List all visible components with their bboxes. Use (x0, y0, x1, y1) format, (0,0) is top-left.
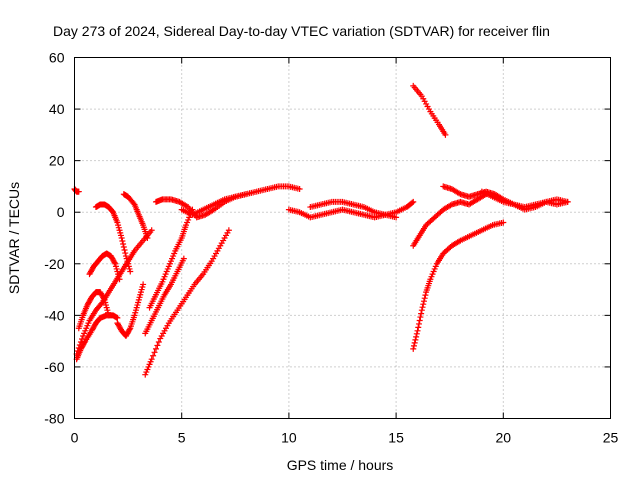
data-point (410, 342, 417, 349)
series-arc-p (410, 82, 449, 138)
data-point (114, 314, 121, 321)
data-point (120, 244, 127, 251)
data-point (225, 227, 232, 234)
series-arc-t (478, 188, 571, 213)
y-tick-label: 0 (57, 204, 65, 220)
data-point (126, 326, 133, 333)
y-tick-label: 40 (49, 101, 65, 117)
data-point (119, 238, 126, 245)
data-point (148, 356, 155, 363)
x-tick-label: 10 (281, 430, 297, 446)
y-tick-label: -40 (44, 307, 64, 323)
data-point (75, 188, 82, 195)
data-point (416, 317, 423, 324)
chart-title: Day 273 of 2024, Sidereal Day-to-day VTE… (53, 23, 550, 39)
series-arc-l (152, 191, 250, 221)
series-arc-i (142, 227, 232, 378)
y-axis-label: SDTVAR / TECUs (6, 182, 22, 294)
data-point (409, 199, 416, 206)
data-point (154, 342, 161, 349)
y-tick-label: 60 (49, 50, 65, 66)
data-point (155, 339, 162, 346)
y-tick-label: -80 (44, 411, 64, 427)
data-point (413, 333, 420, 340)
x-tick-label: 0 (71, 430, 79, 446)
data-point (415, 320, 422, 327)
data-marks (71, 82, 571, 378)
series-arc-e (73, 227, 155, 358)
plot-frame (74, 57, 611, 419)
series-arc-q (410, 191, 490, 249)
grid-layer (74, 57, 611, 419)
series-arc-m (178, 183, 303, 218)
series-arc-r (410, 219, 507, 352)
data-point (75, 345, 82, 352)
series-arc-o (307, 198, 400, 221)
series-arc-d (86, 250, 123, 283)
series-arc-k (146, 206, 196, 311)
data-point (419, 304, 426, 311)
series-arc-j (142, 255, 187, 337)
data-point (415, 324, 422, 331)
data-point (148, 227, 155, 234)
series-arc-f (92, 201, 134, 275)
data-point (111, 259, 118, 266)
data-point (150, 352, 157, 359)
data-point (414, 327, 421, 334)
data-point (130, 200, 137, 207)
data-point (411, 339, 418, 346)
tick-labels: 0 5 10 15 20 25 -80 -60 -40 -20 0 20 40 60 (44, 50, 618, 446)
data-point (418, 307, 425, 314)
data-point (180, 255, 187, 262)
data-point (412, 336, 419, 343)
series-arc-s (440, 183, 571, 211)
series-arc-b (73, 312, 121, 363)
x-axis-label: GPS time / hours (287, 457, 394, 473)
data-point (79, 335, 86, 342)
data-point (122, 250, 129, 257)
data-point (417, 314, 424, 321)
data-point (152, 345, 159, 352)
data-point (410, 345, 417, 352)
data-point (418, 310, 425, 317)
y-tick-label: -20 (44, 256, 64, 272)
axis-ticks (74, 57, 611, 419)
data-point (413, 330, 420, 337)
data-point (393, 214, 400, 221)
series-arc-h (114, 281, 147, 339)
data-point (121, 247, 128, 254)
data-point (77, 339, 84, 346)
data-point (420, 301, 427, 308)
data-point (105, 312, 112, 319)
data-point (127, 268, 134, 275)
y-tick-label: -60 (44, 359, 64, 375)
y-tick-label: 20 (49, 153, 65, 169)
x-tick-label: 15 (388, 430, 404, 446)
data-point (296, 186, 303, 193)
data-point (410, 198, 417, 205)
series-arc-g (120, 191, 151, 241)
x-tick-label: 20 (496, 430, 512, 446)
data-point (140, 281, 147, 288)
series-arc-c (75, 289, 112, 332)
x-tick-label: 25 (603, 430, 619, 446)
data-point (76, 342, 83, 349)
data-point (74, 348, 81, 355)
data-point (442, 131, 449, 138)
data-point (118, 235, 125, 241)
data-point (120, 241, 127, 248)
data-point (151, 349, 158, 356)
data-point (420, 298, 427, 305)
data-point (98, 300, 105, 307)
data-point (422, 292, 429, 299)
data-point (500, 219, 507, 226)
data-point (144, 235, 151, 241)
series-arc-a (71, 186, 82, 195)
data-point (564, 198, 571, 205)
data-point (421, 295, 428, 302)
x-tick-label: 5 (178, 430, 186, 446)
series-arc-n (285, 198, 417, 221)
